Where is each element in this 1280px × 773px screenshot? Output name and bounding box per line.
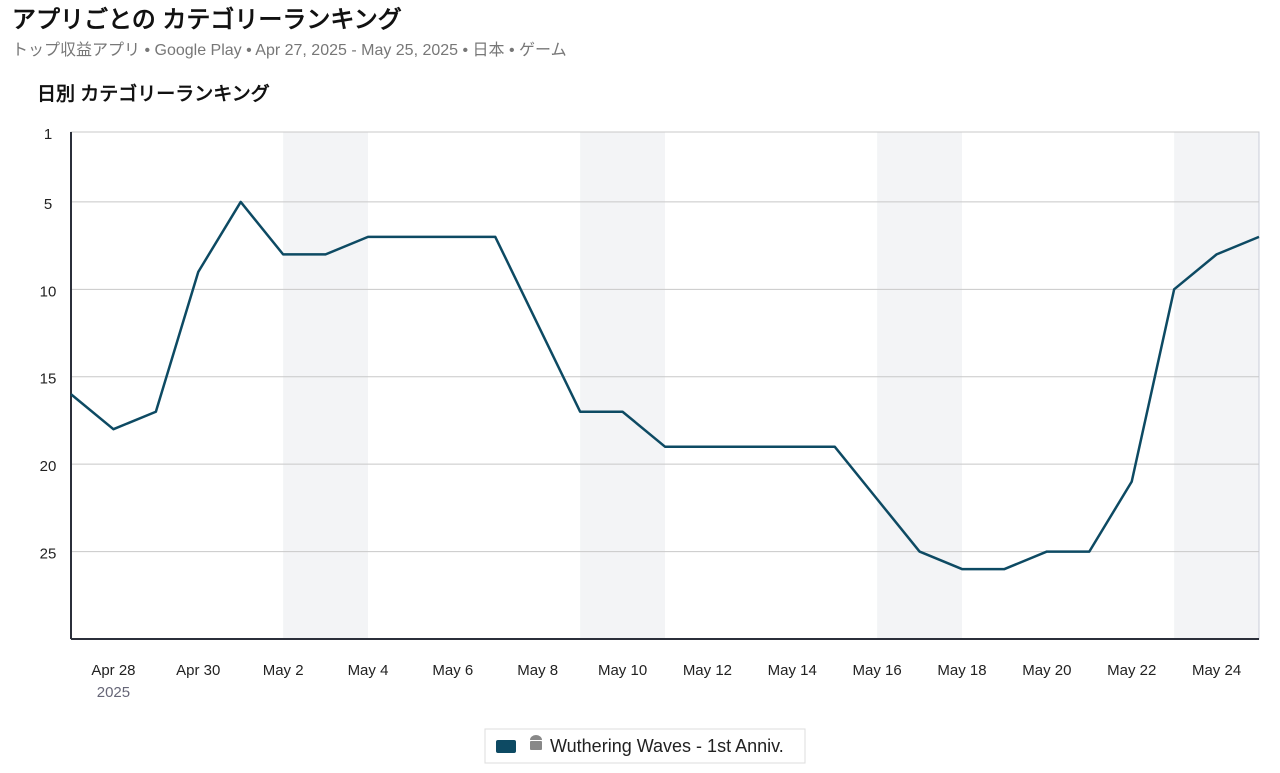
- x-tick-label: May 16: [853, 662, 902, 679]
- android-icon: [530, 735, 542, 750]
- legend-swatch: [496, 740, 516, 753]
- legend: Wuthering Waves - 1st Anniv.: [484, 728, 806, 764]
- y-tick-label: 5: [44, 196, 52, 213]
- x-tick-label: May 8: [517, 662, 558, 679]
- y-tick-label: 20: [40, 458, 57, 475]
- y-tick-label: 1: [44, 126, 52, 143]
- weekend-band: [877, 132, 962, 639]
- x-tick-label: May 10: [598, 662, 647, 679]
- x-tick-label: May 12: [683, 662, 732, 679]
- x-tick-label: Apr 28: [91, 662, 135, 679]
- x-tick-label: May 14: [768, 662, 817, 679]
- x-tick-label: May 4: [348, 662, 389, 679]
- weekend-band: [580, 132, 665, 639]
- x-sublabel: 2025: [97, 684, 130, 701]
- subtitle: トップ収益アプリ • Google Play • Apr 27, 2025 - …: [12, 41, 567, 59]
- page-title: アプリごとの カテゴリーランキング: [12, 5, 402, 33]
- x-tick-label: May 24: [1192, 662, 1241, 679]
- weekend-band: [1174, 132, 1259, 639]
- x-tick-label: May 6: [432, 662, 473, 679]
- x-tick-label: Apr 30: [176, 662, 220, 679]
- x-tick-label: May 18: [937, 662, 986, 679]
- weekend-bands: [283, 132, 1259, 639]
- y-tick-label: 15: [40, 371, 57, 388]
- y-tick-label: 25: [40, 546, 57, 563]
- series-line: [70, 200, 1260, 571]
- x-tick-label: May 20: [1022, 662, 1071, 679]
- x-tick-label: May 22: [1107, 662, 1156, 679]
- chart-title: 日別 カテゴリーランキング: [37, 82, 270, 105]
- legend-label: Wuthering Waves - 1st Anniv.: [550, 736, 784, 756]
- y-tick-label: 10: [40, 283, 57, 300]
- weekend-band: [283, 132, 368, 639]
- x-tick-label: May 2: [263, 662, 304, 679]
